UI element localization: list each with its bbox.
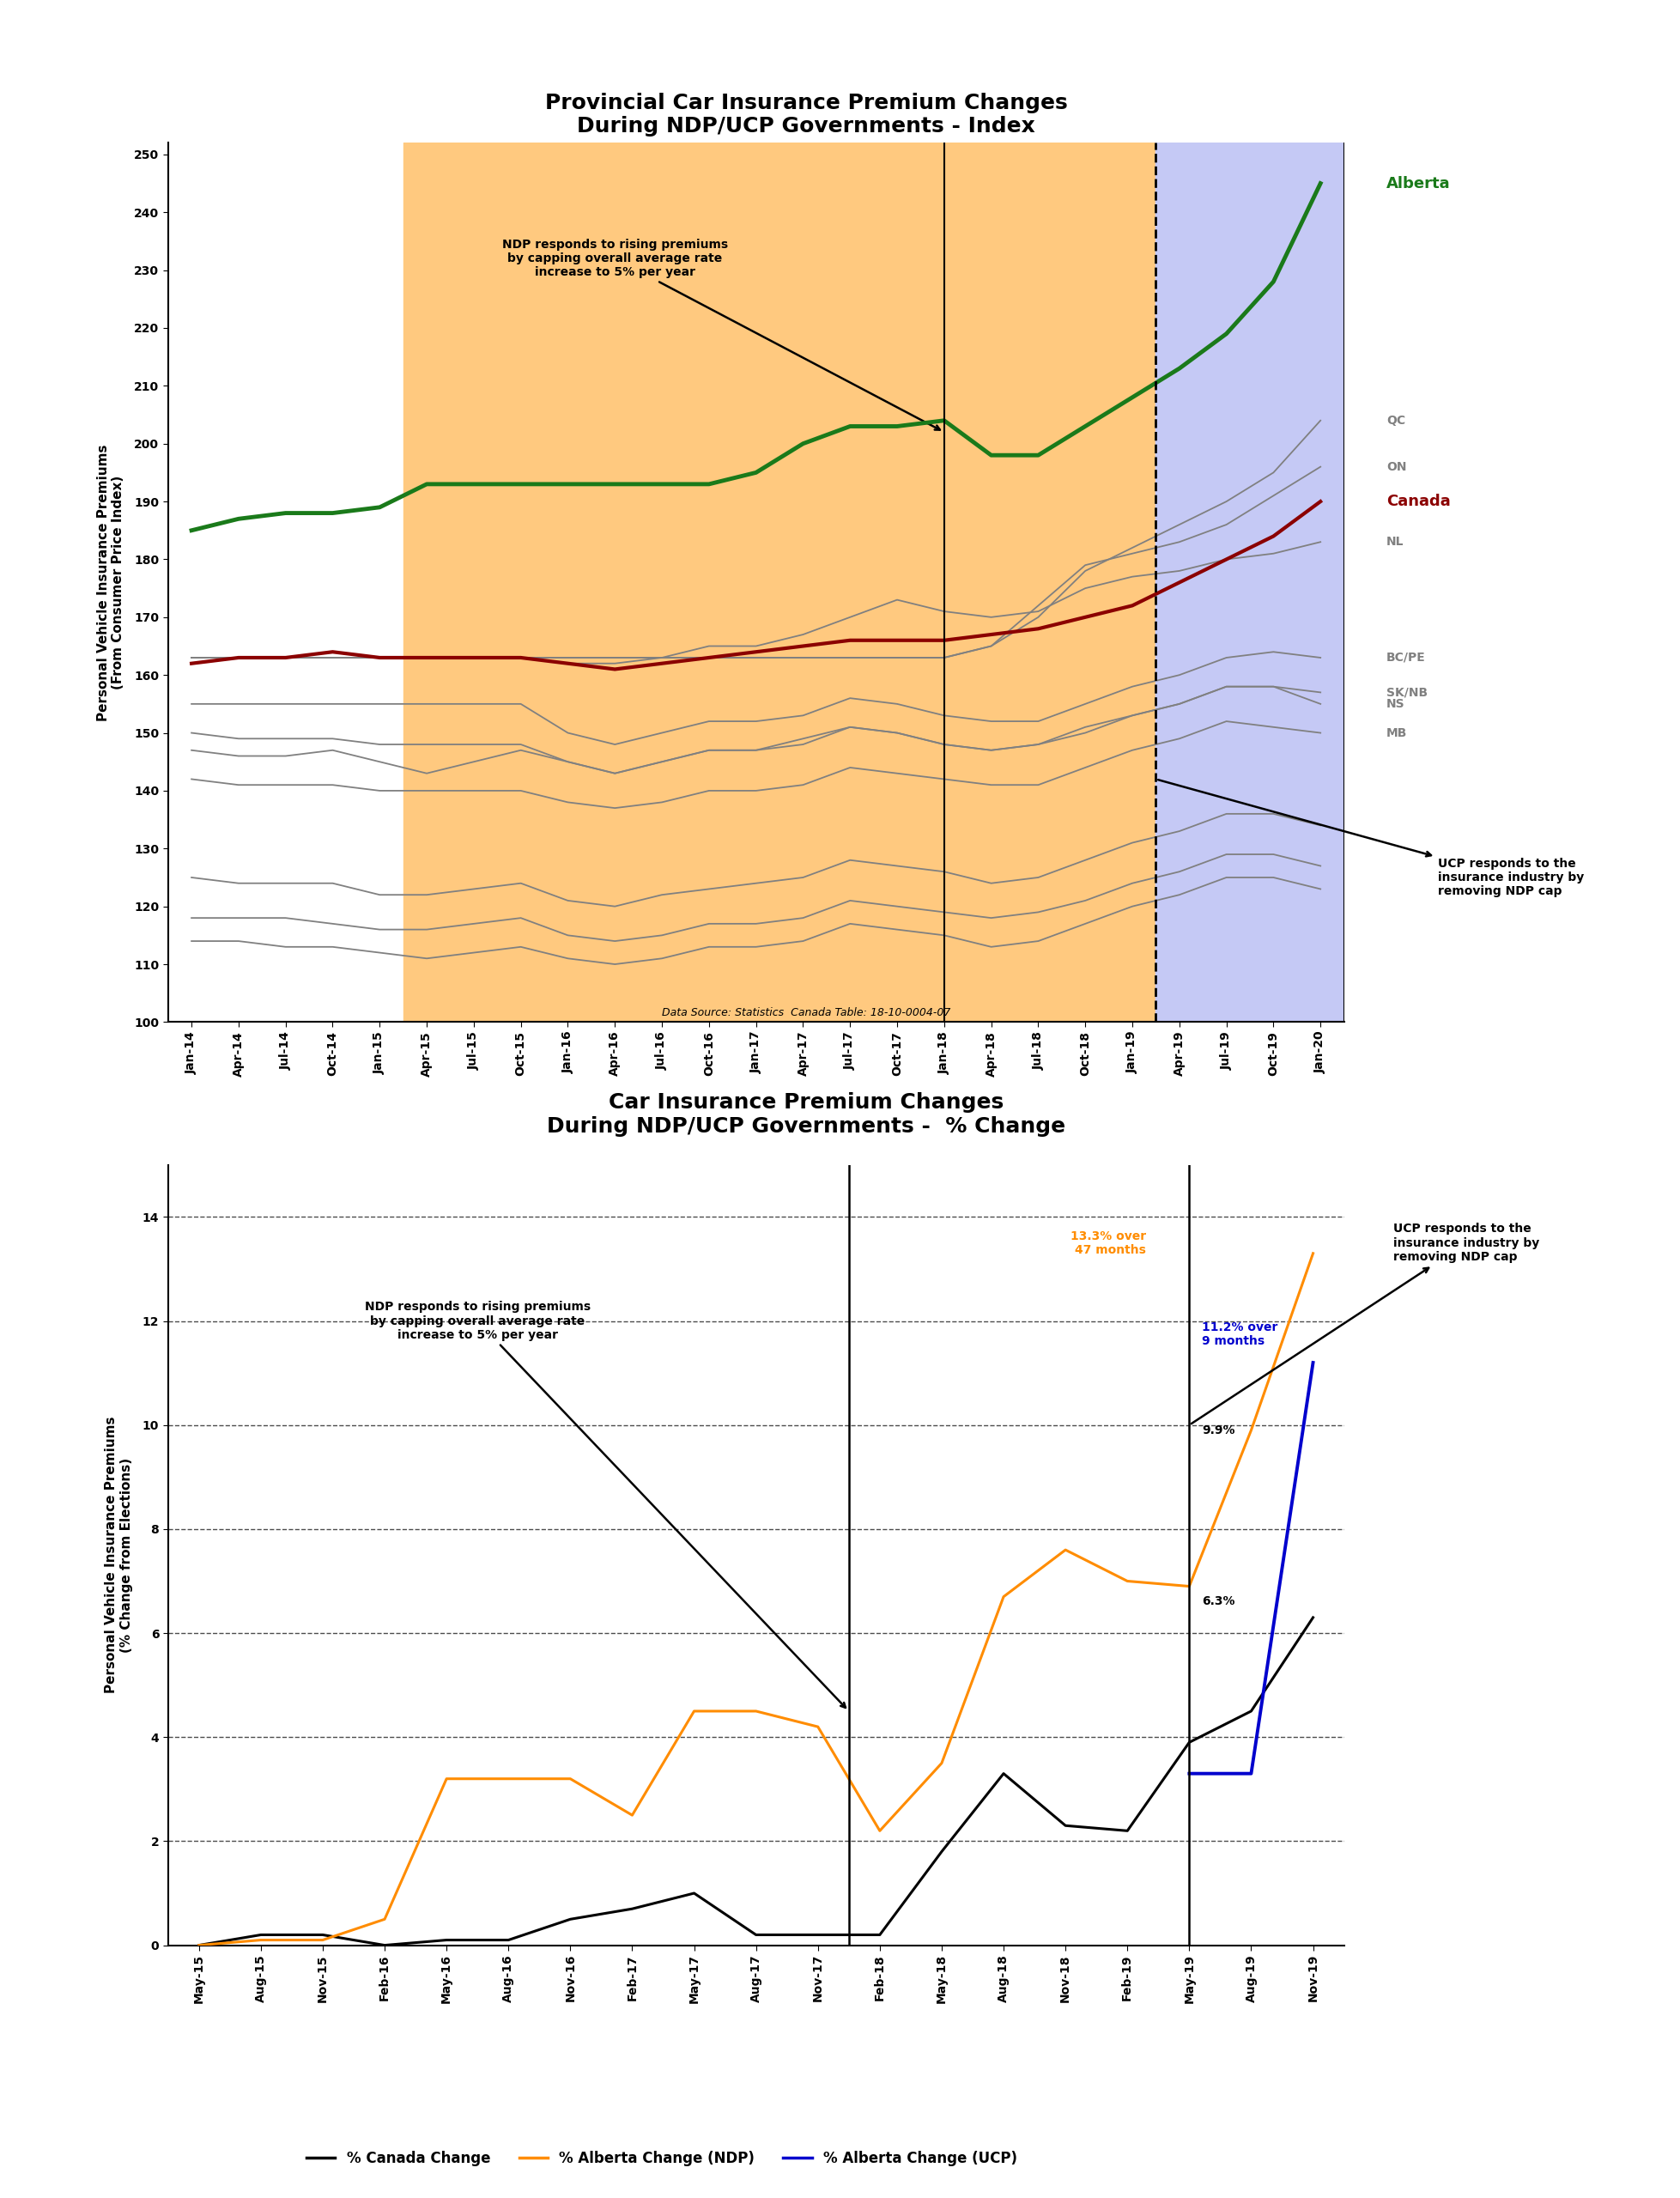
Text: NL: NL: [1386, 536, 1404, 547]
Text: UCP responds to the
insurance industry by
removing NDP cap: UCP responds to the insurance industry b…: [1158, 780, 1584, 897]
Text: NDP responds to rising premiums
by capping overall average rate
increase to 5% p: NDP responds to rising premiums by cappi…: [365, 1301, 845, 1708]
Text: 9.9%: 9.9%: [1201, 1424, 1235, 1435]
Text: BC/PE: BC/PE: [1386, 651, 1426, 664]
Text: Data Source: Statistics  Canada Table: 18-10-0004-07: Data Source: Statistics Canada Table: 18…: [662, 1007, 951, 1018]
Text: Car Insurance Premium Changes
During NDP/UCP Governments -  % Change: Car Insurance Premium Changes During NDP…: [548, 1092, 1065, 1136]
Text: ON: ON: [1386, 462, 1406, 473]
Text: NDP responds to rising premiums
by capping overall average rate
increase to 5% p: NDP responds to rising premiums by cappi…: [502, 240, 939, 431]
Bar: [403, 143, 1156, 1022]
Text: Alberta: Alberta: [1386, 176, 1450, 191]
Y-axis label: Personal Vehicle Insurance Premiums
(From Consumer Price Index): Personal Vehicle Insurance Premiums (Fro…: [97, 444, 124, 721]
Text: 6.3%: 6.3%: [1201, 1596, 1235, 1607]
Bar: [1156, 143, 1344, 1022]
Text: 13.3% over
47 months: 13.3% over 47 months: [1070, 1231, 1146, 1255]
Text: NS: NS: [1386, 699, 1404, 710]
Text: Provincial Car Insurance Premium Changes
During NDP/UCP Governments - Index: Provincial Car Insurance Premium Changes…: [544, 92, 1068, 136]
Text: QC: QC: [1386, 415, 1406, 426]
Text: 11.2% over
9 months: 11.2% over 9 months: [1201, 1321, 1277, 1347]
Text: UCP responds to the
insurance industry by
removing NDP cap: UCP responds to the insurance industry b…: [1191, 1222, 1539, 1424]
Text: SK/NB: SK/NB: [1386, 686, 1428, 699]
Text: Canada: Canada: [1386, 495, 1450, 510]
Y-axis label: Personal Vehicle Insurance Premiums
(% Change from Elections): Personal Vehicle Insurance Premiums (% C…: [104, 1418, 133, 1692]
Legend: % Canada Change, % Alberta Change (NDP), % Alberta Change (UCP): % Canada Change, % Alberta Change (NDP),…: [301, 2145, 1023, 2172]
Text: MB: MB: [1386, 728, 1408, 739]
